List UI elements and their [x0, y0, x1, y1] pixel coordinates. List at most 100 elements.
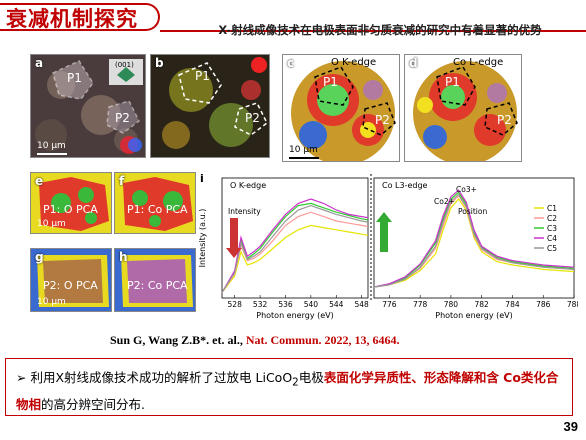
panel-d-p1: P1	[445, 75, 460, 89]
panel-c-label: c	[287, 56, 295, 70]
panel-f-text: P1: Co PCA	[127, 203, 188, 216]
legend-label-c4: C4	[547, 234, 557, 243]
panel-e-scale: 10 μm	[37, 219, 66, 229]
slide-subtitle: X-射线成像技术在电极表面非匀质衰减的研究中有着显著的优势	[218, 23, 542, 37]
citation-journal: Nat. Commun. 2022, 13, 6464.	[245, 333, 400, 347]
x-tick-label: 528	[228, 300, 243, 309]
panel-b-p1: P1	[195, 69, 210, 83]
panel-c-scale: 10 μm	[289, 145, 318, 155]
co3-label: Co3+	[456, 185, 477, 194]
summary-part3: 的高分辨空间分布.	[41, 396, 145, 412]
panel-c-p2: P2	[375, 113, 390, 127]
slide-title: 衰减机制探究	[6, 7, 138, 31]
series-line-c5	[221, 204, 369, 293]
panel-h-text: P2: Co PCA	[127, 279, 188, 292]
title-pill	[0, 3, 160, 31]
x-axis-label-1: Photon energy (eV)	[435, 311, 513, 320]
title-underline	[160, 30, 586, 32]
x-tick-label: 788	[567, 300, 578, 309]
x-tick-label: 786	[536, 300, 551, 309]
x-tick-label: 544	[329, 300, 344, 309]
summary-highlight: 表面化学异质性、形态降解和含 Co类化合物相	[16, 370, 559, 412]
legend-label-c3: C3	[547, 224, 557, 233]
panel-g-text: P2: O PCA	[43, 279, 98, 292]
series-line-c4	[373, 189, 575, 288]
panel-g: g P2: O PCA 10 μm	[30, 248, 112, 312]
summary-text: ➢ 利用X射线成像技术成功的解析了过放电 LiCoO2电极表面化学异质性、形态降…	[16, 367, 564, 416]
citation: Sun G, Wang Z.B*. et. al., Nat. Commun. …	[110, 333, 400, 348]
panel-e-text: P1: O PCA	[43, 203, 98, 216]
x-tick-label: 776	[382, 300, 397, 309]
legend-label-c2: C2	[547, 214, 557, 223]
panel-d-image	[413, 61, 518, 161]
series-line-c2	[221, 211, 369, 293]
x-tick-label: 778	[413, 300, 428, 309]
summary-part2: 电极	[298, 370, 324, 385]
panel-c: c O K-edge P1 P2 10 μm	[282, 54, 400, 162]
spectra-chart: Intensity (a.u.) i 528 532 536 540 544 548 O K-e…	[196, 170, 581, 330]
panel-d: d Co L-edge P1 P2	[404, 54, 522, 162]
y-axis-label: Intensity (a.u.)	[198, 209, 207, 268]
panel-c-scalebar	[289, 157, 319, 159]
intensity-annotation: Intensity	[228, 207, 261, 216]
panel-b-p2: P2	[245, 111, 260, 125]
x-tick-label: 782	[475, 300, 490, 309]
series-line-c3	[221, 202, 369, 293]
summary-sub: 2	[292, 376, 299, 389]
panel-b: b P1 P2	[150, 54, 270, 158]
intensity-arrow-icon	[230, 218, 238, 248]
x-axis-label-0: Photon energy (eV)	[256, 311, 334, 320]
position-label: Position	[458, 207, 487, 216]
citation-authors: Sun G, Wang Z.B*. et. al.,	[110, 333, 243, 347]
panel-g-image	[37, 255, 109, 307]
panel-d-label: d	[409, 56, 418, 70]
x-tick-label: 548	[354, 300, 369, 309]
legend-label-c1: C1	[547, 204, 557, 213]
panel-d-title: Co L-edge	[453, 57, 504, 68]
x-tick-label: 540	[304, 300, 319, 309]
title-bar: 衰减机制探究	[0, 0, 586, 32]
position-arrow-icon	[380, 222, 388, 252]
panel-h: h P2: Co PCA	[114, 248, 196, 312]
chart-title-0: O K-edge	[230, 181, 266, 190]
legend-label-c5: C5	[547, 244, 557, 253]
panel-g-scale: 10 μm	[37, 297, 66, 307]
panel-c-p1: P1	[323, 75, 338, 89]
panel-a-p1: P1	[67, 71, 82, 85]
panel-f: f P1: Co PCA	[114, 172, 196, 234]
summary-part1: 利用X射线成像技术成功的解析了过放电 LiCoO	[30, 370, 293, 385]
series-line-c5	[373, 193, 575, 288]
panel-g-label: g	[35, 250, 44, 264]
intensity-arrowhead-icon	[226, 248, 242, 258]
panel-e: e P1: O PCA 10 μm	[30, 172, 112, 234]
series-line-c4	[221, 198, 369, 293]
chart-label-i: i	[200, 172, 204, 185]
panel-f-image	[123, 177, 193, 231]
plot-frame-1	[373, 177, 575, 299]
x-tick-label: 536	[278, 300, 293, 309]
panel-a: a P1 P2 (001) 10 μm	[30, 54, 146, 158]
position-arrowhead-icon	[376, 212, 392, 222]
series-line-c1	[221, 224, 369, 293]
panel-a-p2: P2	[115, 111, 130, 125]
panel-a-inset-label: (001)	[115, 61, 134, 69]
spectra-chart-svg: Intensity (a.u.) i 528 532 536 540 544 548 O K-e…	[196, 170, 581, 330]
panel-e-label: e	[35, 174, 44, 188]
x-tick-label: 532	[253, 300, 268, 309]
x-tick-label: 780	[444, 300, 459, 309]
page-number: 39	[563, 419, 578, 434]
panel-h-label: h	[119, 250, 128, 264]
panel-f-label: f	[119, 174, 125, 188]
panel-e-image	[39, 177, 109, 231]
panel-c-title: O K-edge	[331, 57, 377, 68]
panel-b-image	[151, 55, 269, 157]
summary-box: ➢ 利用X射线成像技术成功的解析了过放电 LiCoO2电极表面化学异质性、形态降…	[5, 358, 573, 416]
panel-c-image	[291, 61, 396, 161]
chart-title-1: Co L3-edge	[382, 181, 428, 190]
panel-h-image	[121, 255, 193, 307]
bullet-icon: ➢	[16, 370, 27, 385]
panel-a-label: a	[35, 56, 44, 70]
plot-frame-0	[221, 177, 369, 299]
panel-b-label: b	[155, 56, 164, 70]
panel-d-p2: P2	[497, 113, 512, 127]
